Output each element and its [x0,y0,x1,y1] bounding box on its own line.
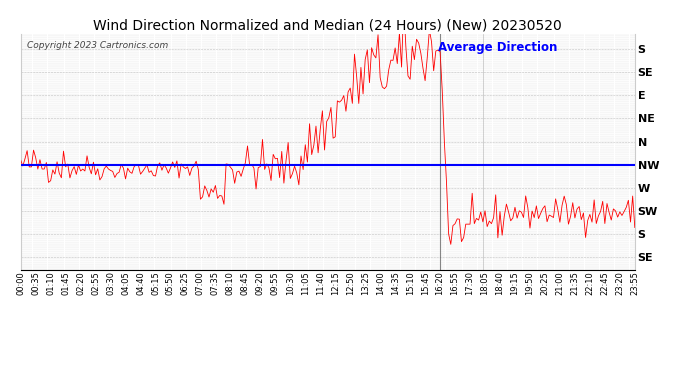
Text: Average Direction: Average Direction [438,41,558,54]
Text: Copyright 2023 Cartronics.com: Copyright 2023 Cartronics.com [27,41,168,50]
Title: Wind Direction Normalized and Median (24 Hours) (New) 20230520: Wind Direction Normalized and Median (24… [93,19,562,33]
